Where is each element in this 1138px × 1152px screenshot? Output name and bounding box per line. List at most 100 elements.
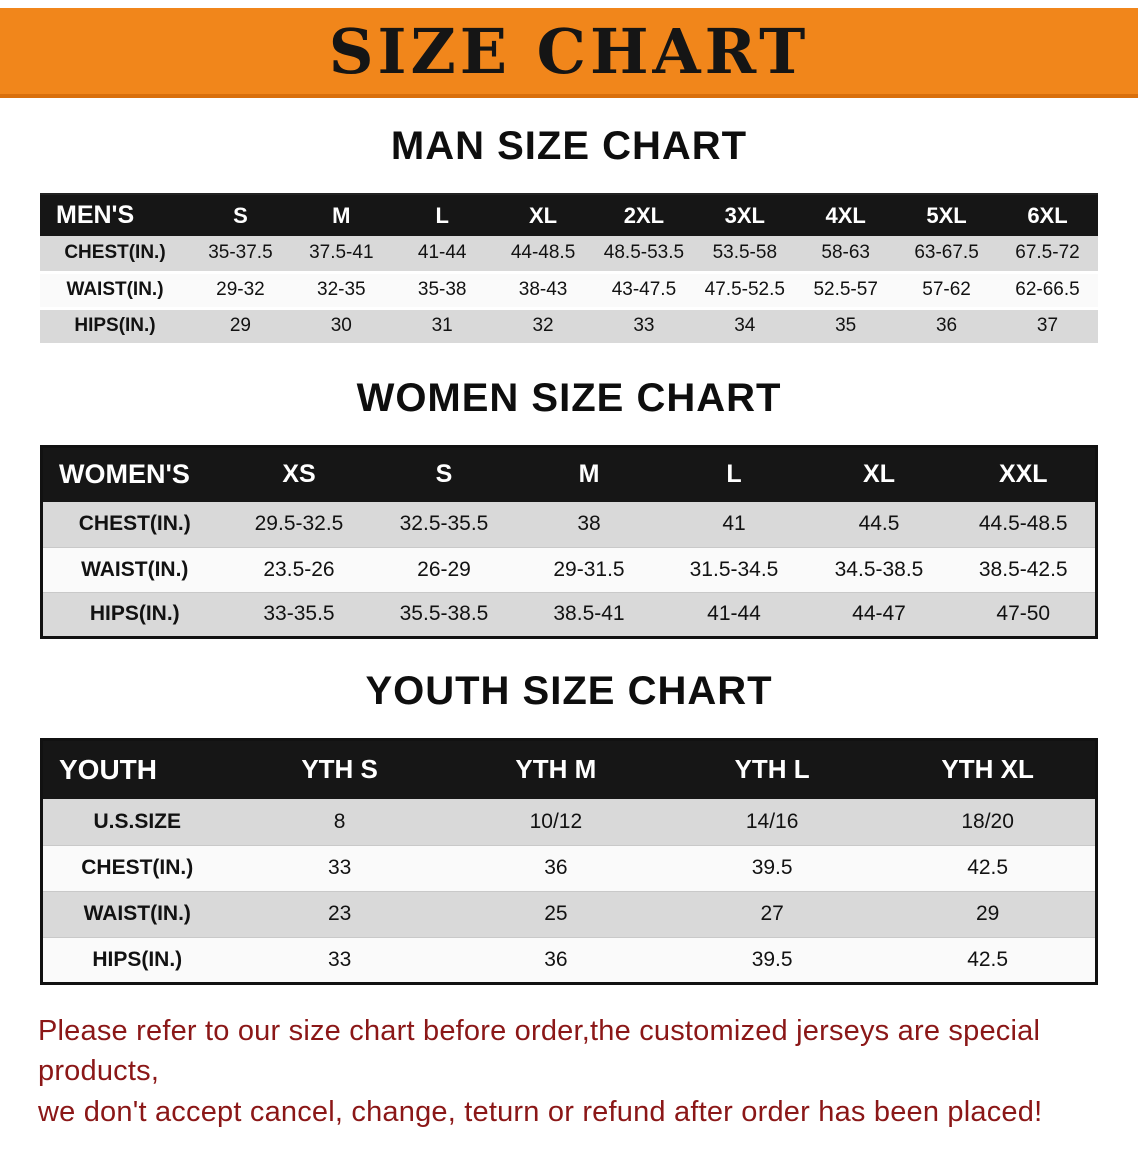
- size-value-cell: 29.5-32.5: [254, 512, 344, 536]
- row-label: HIPS(IN.): [74, 315, 156, 336]
- size-value-cell: 33-35.5: [263, 602, 335, 625]
- row-label: HIPS(IN.): [92, 947, 183, 971]
- column-header: S: [233, 202, 248, 228]
- size-value-cell: 37: [1036, 315, 1059, 336]
- column-header: L: [435, 202, 449, 228]
- size-value-cell: 25: [544, 902, 568, 925]
- size-value-cell: 34.5-38.5: [834, 557, 924, 581]
- size-value-cell: 32: [532, 315, 554, 336]
- mens-size-table: MEN'S S M L XL 2XL 3XL 4XL 5XL 6XL CHEST(IN.) 35-37…: [40, 193, 1098, 346]
- column-header: 3XL: [724, 202, 765, 228]
- youth-size-table: YOUTH YTH S YTH M YTH L YTH XL U.S.SIZE 8 10/12…: [40, 737, 1098, 985]
- column-header: 2XL: [623, 202, 665, 228]
- size-value-cell: 23.5-26: [263, 557, 335, 581]
- table-row: CHEST(IN.) 33 36 39.5 42.5: [41, 845, 1097, 891]
- size-value-cell: 30: [330, 315, 352, 336]
- row-label: CHEST(IN.): [78, 512, 191, 536]
- size-value-cell: 37.5-41: [309, 242, 374, 264]
- table-row: U.S.SIZE 8 10/12 14/16 18/20: [41, 799, 1097, 845]
- column-header: YTH XL: [941, 754, 1034, 785]
- size-value-cell: 32.5-35.5: [399, 512, 489, 536]
- size-value-cell: 35: [835, 315, 857, 336]
- size-value-cell: 33: [633, 315, 655, 336]
- size-value-cell: 35.5-38.5: [399, 602, 489, 625]
- header-row: MEN'S S M L XL 2XL 3XL 4XL 5XL 6XL: [40, 194, 1098, 236]
- size-value-cell: 31: [431, 315, 453, 336]
- size-value-cell: 41-44: [707, 602, 761, 625]
- section-title-womens: WOMEN SIZE CHART: [356, 375, 782, 420]
- size-value-cell: 44-48.5: [510, 242, 576, 264]
- size-value-cell: 29: [975, 902, 1000, 925]
- size-value-cell: 36: [935, 315, 958, 336]
- section-mens: MAN SIZE CHART MEN'S S M L XL 2XL 3XL 4XL 5XL 6XL C…: [0, 124, 1138, 346]
- size-value-cell: 36: [544, 856, 568, 879]
- size-value-cell: 32-35: [317, 279, 366, 300]
- size-value-cell: 31.5-34.5: [689, 557, 779, 581]
- section-youth: YOUTH SIZE CHART YOUTH YTH S YTH M YTH L YTH …: [0, 669, 1138, 985]
- row-label: WAIST(IN.): [66, 279, 164, 300]
- footer-notice: Please refer to our size chart before or…: [38, 1011, 1100, 1133]
- size-value-cell: 38-43: [518, 279, 568, 300]
- row-label: CHEST(IN.): [81, 856, 194, 879]
- size-value-cell: 35-38: [417, 279, 467, 300]
- size-value-cell: 39.5: [751, 947, 793, 971]
- size-value-cell: 36: [544, 947, 568, 971]
- header-row: YOUTH YTH S YTH M YTH L YTH XL: [41, 739, 1097, 799]
- size-value-cell: 33: [327, 947, 352, 971]
- size-value-cell: 44-47: [852, 602, 906, 625]
- banner: SIZE CHART: [0, 8, 1138, 98]
- size-value-cell: 8: [333, 809, 346, 833]
- corner-label: YOUTH: [59, 753, 157, 785]
- size-value-cell: 14/16: [745, 809, 799, 833]
- column-header: M: [332, 202, 351, 228]
- size-value-cell: 29-32: [216, 279, 265, 300]
- size-value-cell: 52.5-57: [813, 279, 878, 300]
- header-row: WOMEN'S XS S M L XL XXL: [41, 446, 1097, 502]
- size-value-cell: 47.5-52.5: [704, 279, 785, 300]
- size-value-cell: 42.5: [967, 947, 1009, 971]
- column-header: M: [578, 460, 600, 489]
- notice-line-1: Please refer to our size chart before or…: [38, 1014, 1041, 1088]
- size-value-cell: 39.5: [751, 856, 793, 879]
- section-title-mens: MAN SIZE CHART: [390, 124, 748, 168]
- size-value-cell: 41: [722, 512, 746, 536]
- column-header: YTH M: [515, 754, 597, 785]
- column-header: YTH S: [301, 754, 378, 785]
- column-header: XS: [282, 460, 316, 489]
- table-row: CHEST(IN.) 35-37.5 37.5-41 41-44 44-48.5 48.5…: [40, 236, 1098, 272]
- section-womens: WOMEN SIZE CHART WOMEN'S XS S M L XL XXL CHEST(I…: [0, 376, 1138, 639]
- size-value-cell: 38: [577, 512, 601, 536]
- column-header: 6XL: [1027, 202, 1068, 228]
- size-value-cell: 38.5-42.5: [978, 557, 1068, 581]
- size-value-cell: 34: [734, 315, 756, 336]
- column-header: XL: [529, 202, 558, 228]
- column-header: 5XL: [926, 202, 967, 228]
- size-value-cell: 58-63: [821, 242, 870, 264]
- sections-container: MAN SIZE CHART MEN'S S M L XL 2XL 3XL 4XL 5XL 6XL C…: [0, 124, 1138, 985]
- size-value-cell: 18/20: [961, 809, 1014, 833]
- table-row: CHEST(IN.) 29.5-32.5 32.5-35.5 38 41 44.5 44.5…: [41, 502, 1097, 547]
- size-value-cell: 44.5: [858, 512, 900, 536]
- table-row: WAIST(IN.) 23.5-26 26-29 29-31.5 31.5-34.5 34…: [41, 547, 1097, 592]
- size-value-cell: 48.5-53.5: [603, 242, 685, 264]
- size-value-cell: 29-31.5: [553, 557, 625, 581]
- size-value-cell: 62-66.5: [1015, 279, 1080, 300]
- size-value-cell: 44.5-48.5: [978, 512, 1068, 536]
- row-label: WAIST(IN.): [83, 902, 191, 925]
- womens-size-table: WOMEN'S XS S M L XL XXL CHEST(IN.) 29.5-32.5 32.5…: [40, 444, 1098, 639]
- row-label: U.S.SIZE: [93, 809, 182, 833]
- size-value-cell: 38.5-41: [553, 602, 625, 625]
- table-row: HIPS(IN.) 29 30 31 32 33 34 35 36 37: [40, 308, 1098, 344]
- size-value-cell: 57-62: [922, 279, 971, 300]
- table-row: HIPS(IN.) 33 36 39.5 42.5: [41, 937, 1097, 983]
- column-header: XL: [863, 460, 895, 489]
- column-header: L: [726, 460, 742, 489]
- row-label: HIPS(IN.): [89, 602, 180, 625]
- size-value-cell: 29: [229, 315, 251, 336]
- size-value-cell: 33: [327, 856, 352, 879]
- size-value-cell: 53.5-58: [712, 242, 778, 264]
- table-row: WAIST(IN.) 29-32 32-35 35-38 38-43 43-47.5 47.…: [40, 272, 1098, 308]
- size-value-cell: 27: [760, 902, 784, 925]
- column-header: YTH L: [734, 754, 810, 785]
